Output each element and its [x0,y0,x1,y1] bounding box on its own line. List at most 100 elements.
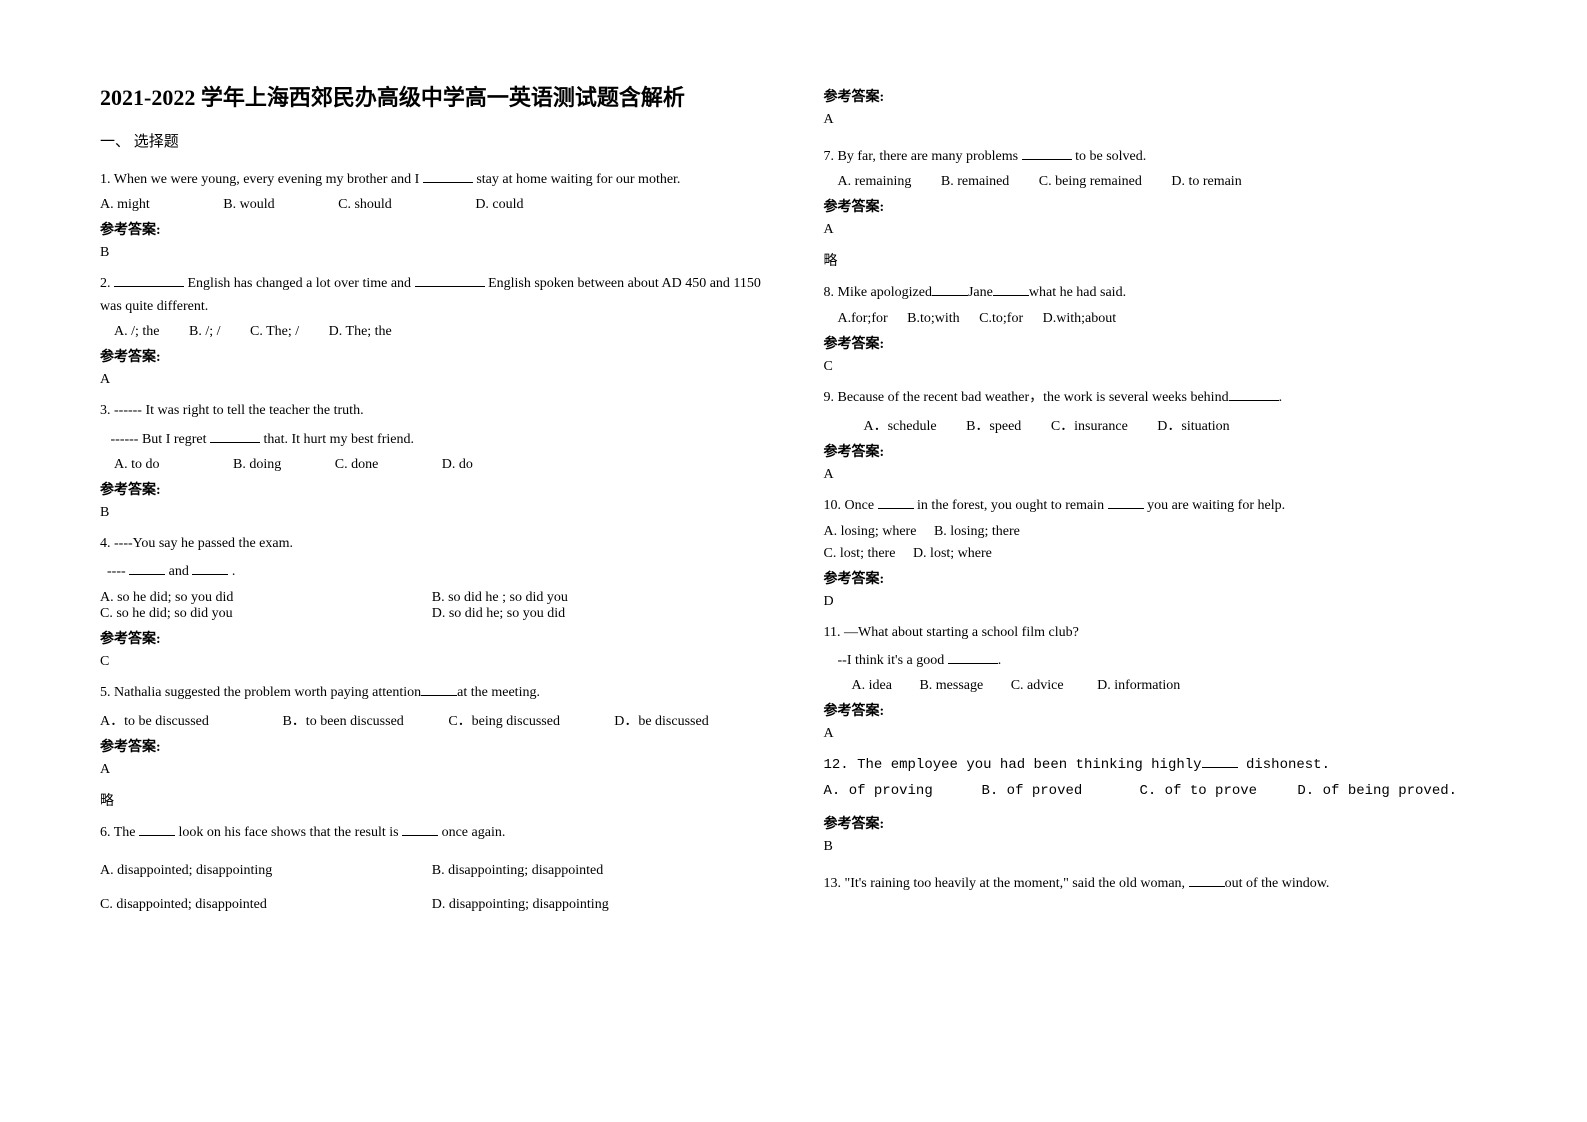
answer-label: 参考答案: [100,479,764,499]
q6-text-a: 6. The [100,825,139,840]
q4-line2b: and [165,564,192,579]
q8-answer: C [824,359,1488,375]
q12-opt-b: B. of proved [981,783,1139,799]
blank [114,273,184,287]
q5-opt-c: C．being discussed [448,710,614,730]
q3-line2b: that. It hurt my best friend. [260,432,414,447]
omitted-note: 略 [100,790,764,810]
q3-opt-d: D. do [442,457,473,473]
q7-opt-b: B. remained [941,174,1009,190]
blank [423,169,473,183]
question-10: 10. Once in the forest, you ought to rem… [824,495,1488,609]
blank [1189,873,1225,887]
q10-text-a: 10. Once [824,498,878,513]
q11-line1: 11. —What about starting a school film c… [824,622,1488,644]
q9-answer: A [824,467,1488,483]
q1-text-a: 1. When we were young, every evening my … [100,172,423,187]
q9-opt-d: D．situation [1157,415,1229,435]
q9-opt-c: C．insurance [1051,415,1128,435]
question-6: 6. The look on his face shows that the r… [100,822,764,912]
q11-opt-a: A. idea [852,678,892,694]
blank [421,682,457,696]
exam-title: 2021-2022 学年上海西郊民办高级中学高一英语测试题含解析 [100,80,764,112]
q6-text-c: once again. [438,825,505,840]
question-13: 13. "It's raining too heavily at the mom… [824,873,1488,895]
q8-text-a: 8. Mike apologized [824,285,932,300]
q5-text-a: 5. Nathalia suggested the problem worth … [100,685,421,700]
blank [192,561,228,575]
q7-opt-a: A. remaining [838,174,912,190]
q7-text-b: to be solved. [1072,149,1147,164]
left-column: 2021-2022 学年上海西郊民办高级中学高一英语测试题含解析 一、 选择题 … [100,80,764,923]
q6-text-b: look on his face shows that the result i… [175,825,402,840]
q5-answer: A [100,762,764,778]
answer-label: 参考答案: [824,441,1488,461]
q1-opt-d: D. could [475,197,523,213]
q4-opt-a: A. so he did; so you did [100,590,432,606]
q7-answer: A [824,222,1488,238]
q4-opt-c: C. so he did; so did you [100,606,432,622]
blank [210,429,260,443]
q3-opt-a: A. to do [114,457,160,473]
blank [1229,387,1279,401]
q10-opt-a: A. losing; where [824,524,917,540]
q4-opt-b: B. so did he ; so did you [432,590,764,606]
q10-text-c: you are waiting for help. [1144,498,1286,513]
q12-opt-c: C. of to prove [1139,783,1297,799]
q2-answer: A [100,372,764,388]
q6-opt-b: B. disappointing; disappointed [432,863,764,879]
q11-opt-b: B. message [919,678,983,694]
section-heading: 一、 选择题 [100,130,764,151]
answer-label: 参考答案: [100,736,764,756]
q4-answer: C [100,654,764,670]
q1-opt-c: C. should [338,197,392,213]
question-7: 7. By far, there are many problems to be… [824,146,1488,270]
question-5: 5. Nathalia suggested the problem worth … [100,682,764,810]
question-11: 11. —What about starting a school film c… [824,622,1488,743]
blank [1022,146,1072,160]
q7-opt-d: D. to remain [1171,174,1241,190]
blank [129,561,165,575]
blank [1108,495,1144,509]
q9-text-b: . [1279,390,1283,405]
q11-opt-c: C. advice [1011,678,1064,694]
answer-label: 参考答案: [824,568,1488,588]
q2-opt-c: C. The; / [250,324,299,340]
q11-line2b: . [998,653,1002,668]
q11-line2a: --I think it's a good [838,653,948,668]
question-8: 8. Mike apologizedJanewhat he had said. … [824,282,1488,374]
answer-label: 参考答案: [100,628,764,648]
question-3: 3. ------ It was right to tell the teach… [100,400,764,521]
q6-answer: A [824,112,1488,128]
q1-opt-b: B. would [223,197,274,213]
answer-label: 参考答案: [824,86,1488,106]
q5-opt-a: A．to be discussed [100,710,282,730]
answer-label: 参考答案: [824,196,1488,216]
question-12: 12. The employee you had been thinking h… [824,754,1488,854]
q8-opt-d: D.with;about [1043,311,1117,327]
q5-opt-b: B．to been discussed [282,710,448,730]
q6-opt-d: D. disappointing; disappointing [432,897,764,913]
blank [415,273,485,287]
blank [402,822,438,836]
q8-text-b: Jane [968,285,993,300]
q12-text-a: 12. The employee you had been thinking h… [824,757,1202,773]
q5-opt-d: D．be discussed [614,710,763,730]
blank [932,282,968,296]
q7-opt-c: C. being remained [1039,174,1142,190]
q12-opt-d: D. of being proved. [1297,783,1487,799]
q3-answer: B [100,505,764,521]
right-column: 参考答案: A 7. By far, there are many proble… [824,80,1488,923]
question-1: 1. When we were young, every evening my … [100,169,764,261]
blank [878,495,914,509]
q10-opt-c: C. lost; there [824,546,896,562]
q2-opt-d: D. The; the [329,324,392,340]
answer-label: 参考答案: [100,219,764,239]
q2-text-a: 2. [100,276,114,291]
question-2: 2. English has changed a lot over time a… [100,273,764,388]
q8-text-c: what he had said. [1029,285,1126,300]
q13-text-b: out of the window. [1225,876,1330,891]
q9-opt-a: A．schedule [864,415,937,435]
q10-text-b: in the forest, you ought to remain [914,498,1108,513]
blank [139,822,175,836]
